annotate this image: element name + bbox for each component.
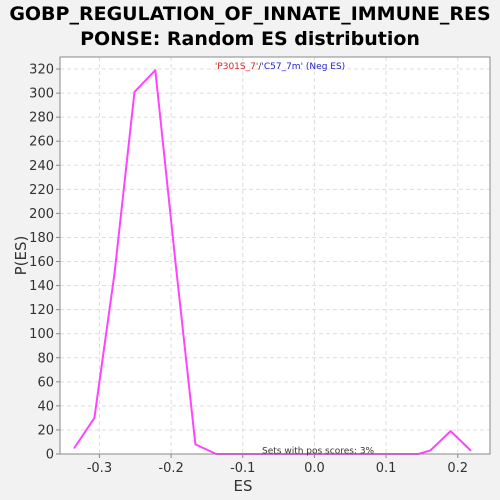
y-tick-label-16: 320: [29, 63, 54, 78]
y-tick-label-9: 180: [29, 231, 54, 246]
plot-frame: [59, 56, 491, 455]
legend-phenotype-1: 'P301S_7': [215, 62, 259, 72]
data-point-0-20: [469, 449, 472, 452]
y-tick-label-14: 280: [29, 111, 54, 126]
data-point-0-4: [154, 69, 157, 72]
y-tick-label-11: 220: [29, 183, 54, 198]
chart-title: GOBP_REGULATION_OF_INNATE_IMMUNE_RES PON…: [0, 2, 500, 52]
y-tick-label-8: 160: [29, 255, 54, 270]
legend-phenotype-2: 'C57_7m': [261, 62, 303, 72]
y-tick-label-1: 20: [37, 423, 54, 438]
data-point-0-3: [133, 91, 136, 93]
data-point-0-5: [174, 260, 177, 263]
legend-direction: (Neg ES): [303, 62, 345, 72]
x-tick-label-1: -0.2: [158, 461, 183, 476]
x-tick-label-2: -0.1: [230, 461, 255, 476]
y-tick-label-3: 60: [37, 375, 54, 390]
x-axis-label: ES: [234, 477, 253, 495]
x-tick-label-4: 0.1: [376, 461, 397, 476]
data-point-0-19: [449, 430, 452, 432]
pos-scores-annotation: Sets with pos scores: 3%: [262, 447, 375, 457]
y-tick-label-5: 100: [29, 327, 54, 342]
data-point-0-1: [93, 417, 96, 419]
data-point-0-0: [73, 447, 76, 449]
y-axis-ticks: 0 20 40 60 80 100 120 140 160 180 200 220 240 260 280 3…: [29, 63, 60, 463]
data-point-0-6: [194, 443, 197, 446]
legend-separator: /: [258, 62, 262, 72]
x-tick-label-3: 0.0: [304, 461, 325, 476]
y-tick-label-10: 200: [29, 207, 54, 222]
legend-label: 'P301S_7'/'C57_7m' (Neg ES): [215, 62, 345, 72]
y-tick-label-15: 300: [29, 87, 54, 102]
chart-title-line-1: GOBP_REGULATION_OF_INNATE_IMMUNE_RES: [9, 3, 491, 25]
y-tick-label-0: 0: [46, 448, 54, 463]
y-tick-label-12: 240: [29, 159, 54, 174]
y-tick-label-6: 120: [29, 303, 54, 318]
x-axis-ticks: -0.3 -0.2 -0.1 0.0 0.1 0.2: [87, 454, 468, 476]
grid: [60, 57, 490, 455]
x-tick-label-0: -0.3: [87, 461, 112, 476]
y-tick-label-4: 80: [37, 351, 54, 366]
data-point-0-2: [113, 272, 116, 275]
y-tick-label-7: 140: [29, 279, 54, 294]
data-point-0-18: [429, 449, 432, 452]
y-tick-label-2: 40: [37, 399, 54, 414]
x-tick-label-5: 0.2: [447, 461, 468, 476]
chart-title-line-2: PONSE: Random ES distribution: [80, 28, 420, 50]
y-tick-label-13: 260: [29, 135, 54, 150]
plot-area: [60, 57, 490, 454]
y-axis-label: P(ES): [12, 236, 30, 276]
